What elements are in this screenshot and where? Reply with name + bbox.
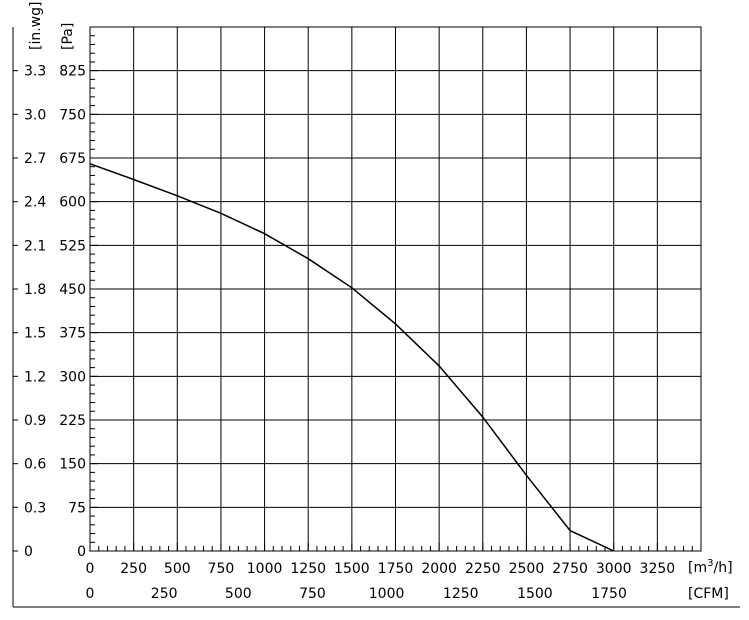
y-tick-label-pa: 750	[59, 107, 86, 123]
grid-lines	[90, 27, 701, 551]
x-tick-label-cfm: 1250	[443, 586, 479, 602]
y-tick-label-pa: 0	[77, 544, 86, 560]
x-tick-label-m3h: 250	[120, 561, 147, 577]
x-tick-label-m3h: 1250	[290, 561, 326, 577]
x-tick-label-m3h: 3250	[640, 561, 676, 577]
y-tick-label-inwg: 3.0	[24, 107, 46, 123]
x-tick-label-m3h: 1000	[247, 561, 283, 577]
y-tick-label-inwg: 1.5	[24, 326, 46, 342]
x-tick-label-m3h: 750	[208, 561, 235, 577]
y-tick-label-inwg: 2.7	[24, 151, 46, 167]
series-line	[89, 163, 615, 552]
x-tick-label-m3h: 2000	[421, 561, 457, 577]
y-tick-label-pa: 75	[68, 500, 86, 516]
x-tick-label-m3h: 3000	[596, 561, 632, 577]
right-y-unit-label: [Pa]	[60, 23, 76, 50]
left-y-unit-label: [in.wg]	[28, 2, 44, 50]
axis-minor-ticks	[13, 26, 702, 552]
y-tick-label-pa: 525	[59, 238, 86, 254]
y-tick-label-inwg: 3.3	[24, 64, 46, 80]
y-tick-label-inwg: 0.6	[24, 457, 46, 473]
y-tick-label-pa: 600	[59, 195, 86, 211]
y-tick-label-inwg: 1.8	[24, 282, 46, 298]
y-tick-label-pa: 375	[59, 326, 86, 342]
y-tick-label-pa: 825	[59, 64, 86, 80]
x-tick-label-m3h: 2750	[552, 561, 588, 577]
x-tick-label-cfm: 1000	[369, 586, 405, 602]
x-tick-label-cfm: 250	[151, 586, 178, 602]
y-tick-label-inwg: 2.4	[24, 195, 46, 211]
plot-frame	[89, 26, 702, 552]
y-tick-label-pa: 675	[59, 151, 86, 167]
y-tick-label-pa: 150	[59, 457, 86, 473]
y-tick-label-inwg: 2.1	[24, 238, 46, 254]
x-tick-label-cfm: 1750	[591, 586, 627, 602]
x-tick-label-m3h: 2250	[465, 561, 501, 577]
x-tick-label-m3h: 1750	[378, 561, 414, 577]
x-tick-label-cfm: 500	[225, 586, 252, 602]
y-tick-label-pa: 225	[59, 413, 86, 429]
x-tick-label-cfm: 1500	[517, 586, 553, 602]
x-secondary-unit-label: [CFM]	[688, 586, 729, 602]
x-primary-unit-label: [m3/h]	[688, 558, 733, 576]
y-tick-label-inwg: 0.9	[24, 413, 46, 429]
x-tick-label-m3h: 500	[164, 561, 191, 577]
y-tick-label-inwg: 1.2	[24, 369, 46, 385]
axis-tick-labels: 0 0.3 0.6 0.9 1.2 1.5 1.8 2.1 2.4 2.7 3.0 3.3 0 75 150…	[24, 64, 675, 602]
y-tick-label-pa: 300	[59, 369, 86, 385]
x-tick-label-cfm: 0	[86, 586, 95, 602]
y-tick-label-inwg: 0	[24, 544, 33, 560]
y-tick-label-inwg: 0.3	[24, 500, 46, 516]
x-tick-label-cfm: 750	[299, 586, 326, 602]
y-tick-label-pa: 450	[59, 282, 86, 298]
x-tick-label-m3h: 1500	[334, 561, 370, 577]
x-tick-label-m3h: 0	[86, 561, 95, 577]
x-tick-label-m3h: 2500	[509, 561, 545, 577]
